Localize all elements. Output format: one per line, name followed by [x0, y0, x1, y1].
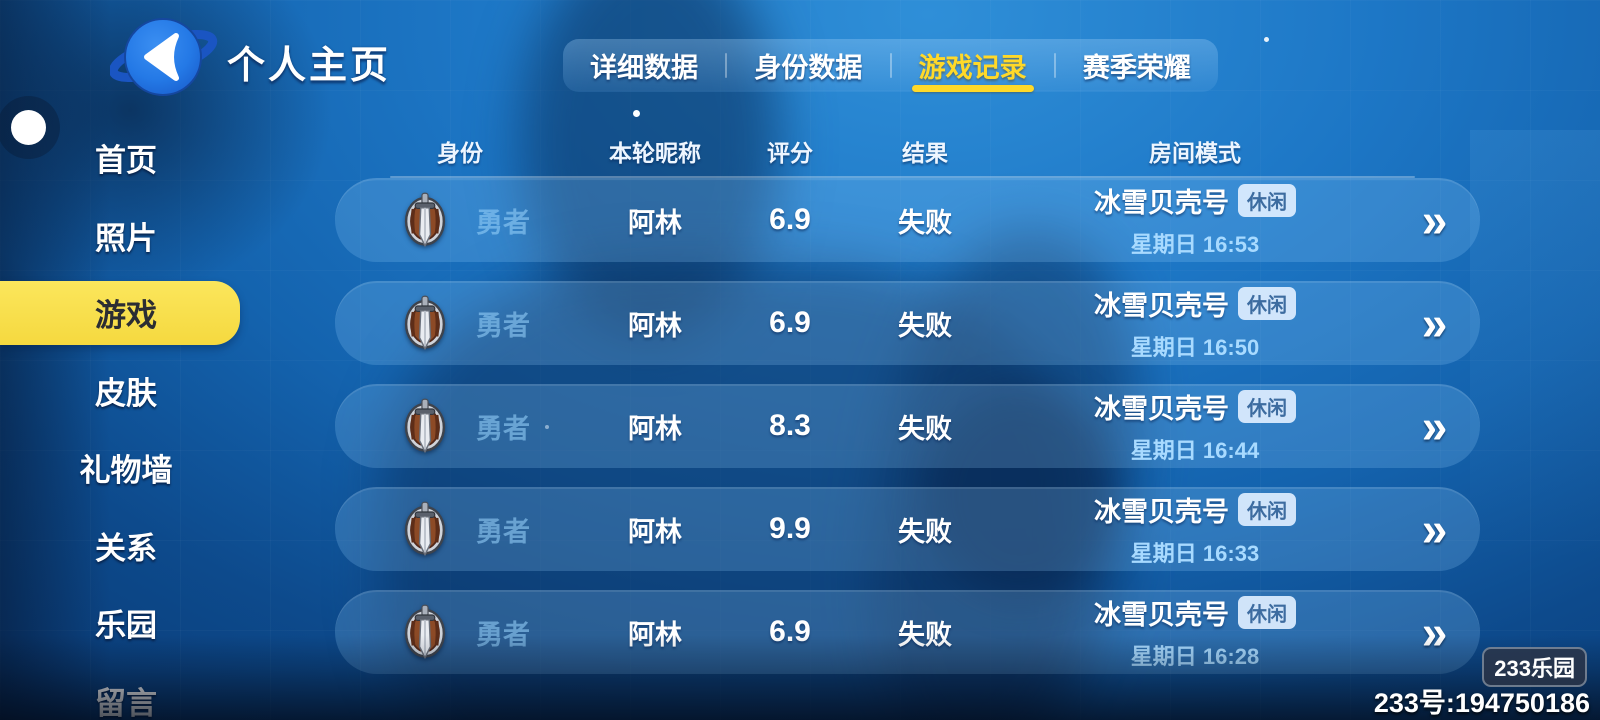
score-value: 6.9 — [769, 306, 811, 339]
tab-identity-data[interactable]: 身份数据 — [754, 53, 863, 83]
round-nickname: 阿林 — [628, 310, 682, 341]
round-nickname: 阿林 — [628, 619, 682, 650]
tab-season-honor[interactable]: 赛季荣耀 — [1082, 53, 1191, 83]
chevron-right-icon[interactable]: » — [1421, 398, 1448, 454]
hero-shield-sword-icon — [400, 192, 450, 248]
tab-bar: 详细数据 身份数据 游戏记录 赛季荣耀 — [563, 39, 1218, 92]
table-header: 身份 本轮昵称 评分 结果 房间模式 — [335, 131, 1480, 170]
record-row[interactable]: 勇者 阿林 8.3 失败 冰雪贝壳号 休闲 星期日 16:44 » — [335, 384, 1480, 468]
identity-label: 勇者 — [476, 310, 530, 341]
sidebar-item-photos[interactable]: 照片 — [95, 220, 157, 256]
result-value: 失败 — [898, 619, 952, 650]
background-light — [1470, 130, 1600, 670]
room-name: 冰雪贝壳号 — [1094, 394, 1229, 424]
hero-shield-sword-icon — [400, 604, 450, 660]
tab-game-records[interactable]: 游戏记录 — [892, 39, 1054, 92]
star-dot — [633, 110, 640, 117]
chevron-right-icon[interactable]: » — [1421, 192, 1448, 248]
room-name: 冰雪贝壳号 — [1094, 291, 1229, 321]
header-separator — [390, 176, 1415, 178]
sidebar-item-gift-wall[interactable]: 礼物墙 — [79, 453, 173, 489]
star-dot — [1264, 37, 1269, 42]
room-datetime: 星期日 16:50 — [1130, 335, 1260, 360]
record-row[interactable]: 勇者 阿林 6.9 失败 冰雪贝壳号 休闲 星期日 16:50 » — [335, 281, 1480, 365]
hero-shield-sword-icon — [400, 398, 450, 454]
column-result: 结果 — [902, 139, 948, 166]
identity-label: 勇者 — [476, 413, 530, 444]
column-score: 评分 — [767, 139, 813, 166]
sidebar-item-skins[interactable]: 皮肤 — [95, 375, 157, 411]
tab-divider — [889, 53, 892, 78]
game-records-panel: 身份 本轮昵称 评分 结果 房间模式 勇者 阿林 6.9 失败 — [335, 131, 1480, 693]
result-value: 失败 — [898, 207, 952, 238]
star-dot — [545, 425, 549, 429]
hero-shield-sword-icon — [400, 295, 450, 351]
room-mode-badge: 休闲 — [1238, 596, 1296, 629]
record-row[interactable]: 勇者 阿林 6.9 失败 冰雪贝壳号 休闲 星期日 16:53 » — [335, 178, 1480, 262]
chevron-right-icon[interactable]: » — [1421, 604, 1448, 660]
back-button[interactable] — [108, 6, 220, 110]
sidebar-item-relations[interactable]: 关系 — [95, 530, 157, 566]
sidebar-item-games[interactable]: 游戏 — [0, 274, 252, 352]
column-identity: 身份 — [437, 139, 483, 166]
star-dot — [798, 55, 802, 59]
score-value: 8.3 — [769, 409, 811, 442]
room-datetime: 星期日 16:33 — [1130, 541, 1260, 566]
identity-label: 勇者 — [476, 619, 530, 650]
sidebar-item-park[interactable]: 乐园 — [95, 608, 157, 644]
hero-shield-sword-icon — [400, 501, 450, 557]
record-row[interactable]: 勇者 阿林 6.9 失败 冰雪贝壳号 休闲 星期日 16:28 » — [335, 590, 1480, 674]
chevron-right-icon[interactable]: » — [1421, 501, 1448, 557]
room-datetime: 星期日 16:44 — [1130, 438, 1260, 463]
room-name: 冰雪贝壳号 — [1094, 497, 1229, 527]
tab-detail-data[interactable]: 详细数据 — [590, 53, 699, 83]
record-row[interactable]: 勇者 阿林 9.9 失败 冰雪贝壳号 休闲 星期日 16:33 » — [335, 487, 1480, 571]
room-mode-badge: 休闲 — [1238, 287, 1296, 320]
room-mode-badge: 休闲 — [1238, 184, 1296, 217]
identity-label: 勇者 — [476, 207, 530, 238]
record-list: 勇者 阿林 6.9 失败 冰雪贝壳号 休闲 星期日 16:53 » — [335, 178, 1480, 674]
tab-divider — [725, 53, 728, 78]
room-datetime: 星期日 16:53 — [1130, 232, 1260, 257]
tab-divider — [1053, 53, 1056, 78]
floating-ball[interactable] — [11, 110, 46, 145]
room-name: 冰雪贝壳号 — [1094, 188, 1229, 218]
planet-back-icon — [108, 18, 218, 96]
result-value: 失败 — [898, 516, 952, 547]
round-nickname: 阿林 — [628, 516, 682, 547]
chevron-right-icon[interactable]: » — [1421, 295, 1448, 351]
score-value: 9.9 — [769, 512, 811, 545]
score-value: 6.9 — [769, 203, 811, 236]
result-value: 失败 — [898, 413, 952, 444]
score-value: 6.9 — [769, 615, 811, 648]
room-datetime: 星期日 16:28 — [1130, 644, 1260, 669]
sidebar-item-home[interactable]: 首页 — [95, 143, 157, 179]
user-id-label: 233号:194750186 — [1373, 688, 1590, 718]
room-mode-badge: 休闲 — [1238, 390, 1296, 423]
column-room-mode: 房间模式 — [1149, 139, 1241, 166]
round-nickname: 阿林 — [628, 413, 682, 444]
sidebar: 首页 照片 游戏 皮肤 礼物墙 关系 乐园 留言 — [0, 119, 252, 720]
background-silhouette — [925, 390, 1115, 600]
round-nickname: 阿林 — [628, 207, 682, 238]
sidebar-item-messages[interactable]: 留言 — [95, 685, 157, 720]
page-title: 个人主页 — [227, 45, 392, 87]
column-nickname: 本轮昵称 — [609, 139, 701, 166]
identity-label: 勇者 — [476, 516, 530, 547]
result-value: 失败 — [898, 310, 952, 341]
room-name: 冰雪贝壳号 — [1094, 600, 1229, 630]
room-mode-badge: 休闲 — [1238, 493, 1296, 526]
